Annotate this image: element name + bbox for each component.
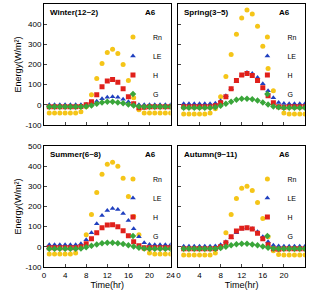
svg-text:24: 24 [166,271,175,280]
svg-text:Autumn(9~11): Autumn(9~11) [184,150,237,159]
svg-text:16: 16 [124,271,133,280]
svg-text:-100: -100 [25,121,42,130]
svg-text:12: 12 [103,271,112,280]
svg-text:H: H [153,72,158,79]
svg-text:300: 300 [28,40,42,49]
svg-text:LE: LE [153,195,162,202]
svg-text:Winter(12~2): Winter(12~2) [50,8,99,17]
svg-text:H: H [153,214,158,221]
svg-text:LE: LE [153,53,162,60]
svg-text:Rn: Rn [153,34,162,41]
svg-text:16: 16 [258,271,267,280]
svg-text:H: H [287,72,292,79]
svg-text:Rn: Rn [153,176,162,183]
svg-text:Time(hr): Time(hr) [225,280,259,290]
svg-text:LE: LE [287,195,296,202]
svg-text:G: G [287,91,292,98]
svg-text:20: 20 [145,271,154,280]
svg-text:0: 0 [176,271,181,280]
svg-text:Energy(W/m²): Energy(W/m²) [13,36,23,92]
svg-text:200: 200 [28,202,42,211]
svg-text:400: 400 [28,20,42,29]
svg-text:8: 8 [218,271,223,280]
svg-text:-100: -100 [25,263,42,272]
svg-text:12: 12 [237,271,246,280]
svg-text:Time(hr): Time(hr) [90,280,124,290]
svg-text:4: 4 [63,271,68,280]
svg-text:Energy(W/m²): Energy(W/m²) [13,179,23,235]
svg-text:G: G [287,233,292,240]
svg-text:Rn: Rn [287,34,296,41]
svg-text:LE: LE [287,53,296,60]
svg-text:8: 8 [84,271,89,280]
svg-text:100: 100 [28,80,42,89]
svg-text:300: 300 [28,182,42,191]
svg-text:0: 0 [37,101,42,110]
svg-text:400: 400 [28,162,42,171]
svg-text:0: 0 [42,271,47,280]
svg-text:A6: A6 [279,8,290,17]
svg-text:A6: A6 [279,150,290,159]
svg-text:G: G [153,233,158,240]
svg-text:H: H [287,214,292,221]
svg-text:A6: A6 [145,150,156,159]
svg-text:A6: A6 [145,8,156,17]
svg-text:Summer(6~8): Summer(6~8) [50,150,101,159]
svg-text:0: 0 [37,243,42,252]
svg-text:Spring(3~5): Spring(3~5) [184,8,229,17]
svg-text:200: 200 [28,60,42,69]
svg-text:Rn: Rn [287,176,296,183]
svg-text:G: G [153,91,158,98]
svg-text:100: 100 [28,222,42,231]
svg-text:20: 20 [279,271,288,280]
svg-text:500: 500 [28,142,42,151]
svg-text:4: 4 [197,271,202,280]
